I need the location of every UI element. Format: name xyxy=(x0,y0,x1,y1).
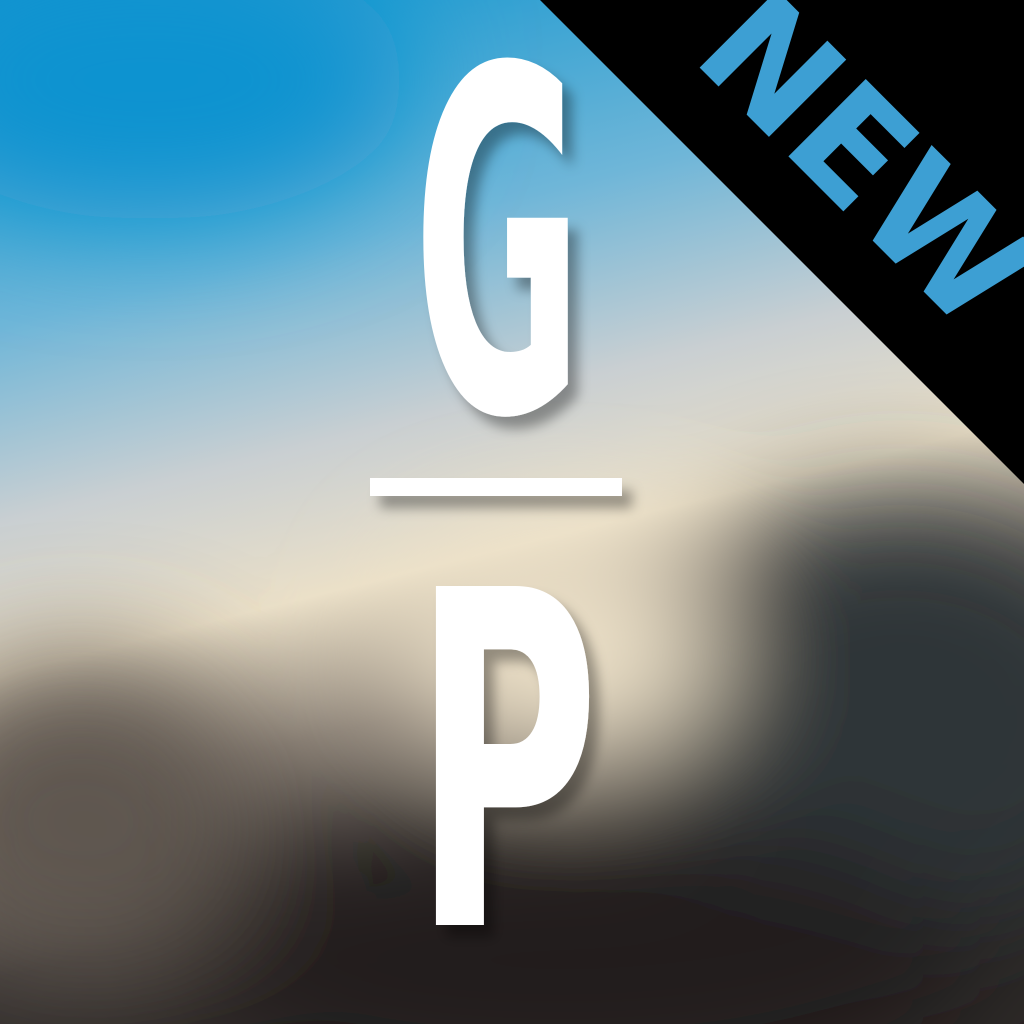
logo: G P xyxy=(370,0,622,1024)
logo-divider xyxy=(370,478,622,496)
badge-band xyxy=(540,0,1024,484)
logo-bottom-letter: P xyxy=(413,494,600,1024)
logo-top-letter: G xyxy=(413,0,583,523)
